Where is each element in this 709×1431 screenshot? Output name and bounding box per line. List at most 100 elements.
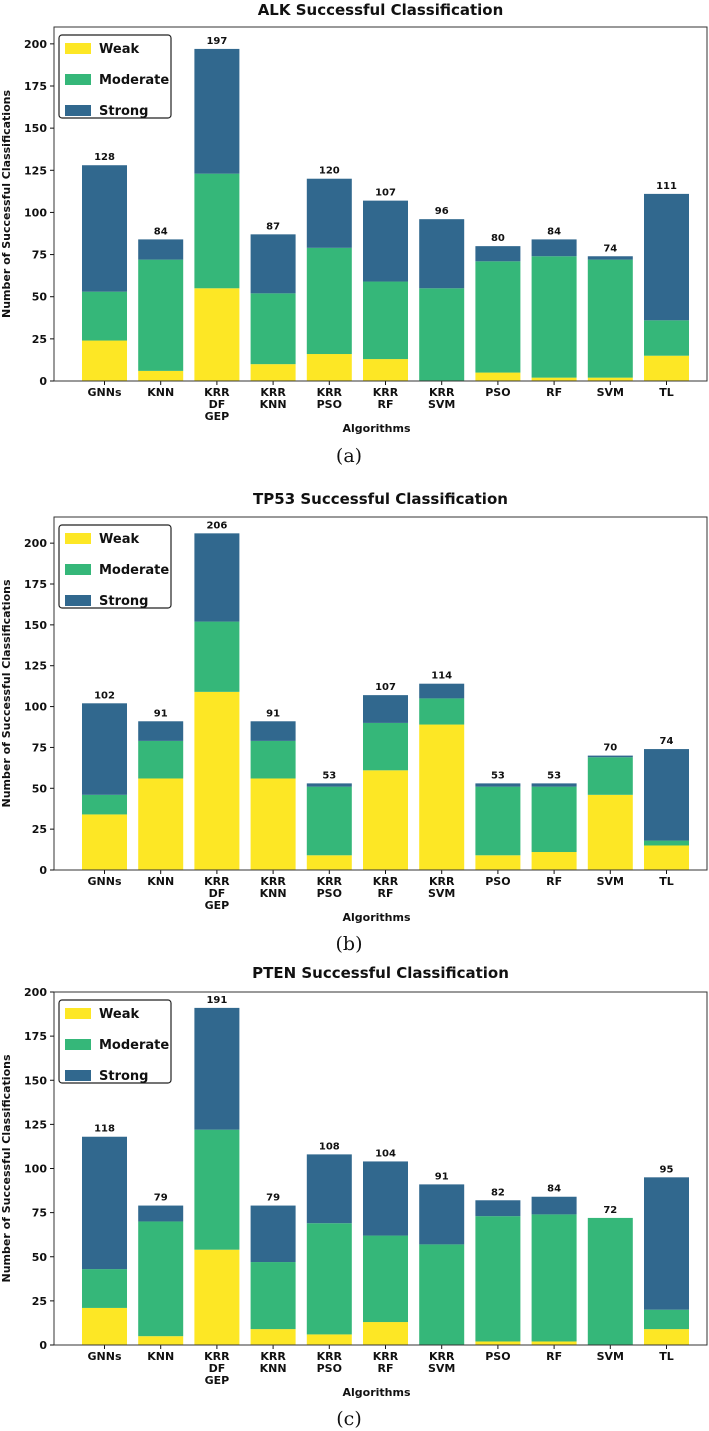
y-tick-label: 50 — [32, 1251, 48, 1264]
bar-weak-7 — [475, 372, 521, 381]
y-tick-label: 175 — [24, 80, 47, 93]
total-label: 197 — [206, 36, 227, 47]
bar-weak-1 — [138, 370, 184, 381]
chart-title: PTEN Successful Classification — [252, 964, 509, 982]
total-label: 120 — [319, 166, 340, 177]
total-label: 114 — [431, 671, 452, 682]
x-tick-label: KRR SVM — [428, 1350, 455, 1375]
bar-weak-4 — [306, 855, 352, 870]
total-label: 91 — [435, 1171, 449, 1182]
x-tick-label: KRR RF — [373, 386, 399, 411]
chart-tp53: TP53 Successful Classification 102 GNNs 91 K… — [0, 480, 709, 958]
bar-moderate-3 — [250, 293, 296, 365]
y-tick-label: 100 — [24, 1163, 47, 1176]
x-tick-label: TL — [659, 386, 674, 399]
x-tick-label: KNN — [147, 386, 174, 399]
x-axis-label: Algorithms — [342, 1386, 410, 1399]
total-label: 74 — [660, 736, 674, 747]
total-label: 102 — [94, 690, 115, 701]
x-tick-label: KRR PSO — [317, 1350, 343, 1375]
bar-strong-0 — [82, 1136, 127, 1270]
bar-strong-6 — [419, 683, 465, 699]
bar-moderate-6 — [419, 288, 465, 381]
y-tick-label: 200 — [24, 537, 47, 550]
x-axis-label: Algorithms — [342, 911, 410, 924]
bar-weak-4 — [306, 354, 352, 381]
bar-moderate-0 — [82, 291, 127, 341]
bar-strong-4 — [306, 783, 352, 787]
legend-label-strong: Strong — [99, 1069, 148, 1084]
x-tick-label: KRR DF GEP — [204, 1350, 230, 1387]
bar-moderate-7 — [475, 261, 521, 373]
y-tick-label: 50 — [32, 291, 48, 304]
bar-weak-3 — [250, 364, 296, 381]
y-tick-label: 0 — [39, 864, 47, 877]
bar-weak-0 — [82, 340, 127, 381]
bar-moderate-2 — [194, 1129, 240, 1250]
bar-weak-8 — [531, 852, 577, 870]
total-label: 74 — [603, 243, 617, 254]
bar-strong-0 — [82, 165, 127, 292]
total-label: 118 — [94, 1124, 115, 1135]
y-tick-label: 100 — [24, 206, 47, 219]
chart-pten: PTEN Successful Classification 118 GNNs 79 K… — [0, 960, 709, 1431]
bar-moderate-10 — [644, 320, 689, 356]
bar-moderate-1 — [138, 740, 184, 779]
total-label: 84 — [154, 226, 168, 237]
x-tick-label: KNN — [147, 1350, 174, 1363]
bar-strong-1 — [138, 721, 184, 741]
bar-weak-10 — [644, 1329, 689, 1345]
bar-weak-0 — [82, 814, 127, 870]
y-tick-label: 0 — [39, 1339, 47, 1352]
total-label: 84 — [547, 1184, 561, 1195]
x-tick-label: TL — [659, 1350, 674, 1363]
total-label: 104 — [375, 1148, 396, 1159]
bar-strong-1 — [138, 1205, 184, 1222]
y-tick-label: 50 — [32, 782, 48, 795]
bar-strong-2 — [194, 48, 240, 174]
y-tick-label: 200 — [24, 38, 47, 51]
bar-strong-9 — [587, 755, 633, 758]
bar-strong-8 — [531, 783, 577, 787]
bar-moderate-1 — [138, 259, 184, 371]
bar-moderate-5 — [363, 1235, 408, 1323]
legend-box — [58, 34, 172, 119]
bar-weak-10 — [644, 845, 689, 870]
bar-weak-7 — [475, 1341, 521, 1345]
bar-moderate-0 — [82, 794, 127, 815]
bar-strong-7 — [475, 1200, 521, 1217]
y-tick-label: 125 — [24, 164, 47, 177]
bar-strong-8 — [531, 239, 577, 257]
bar-strong-6 — [419, 219, 465, 289]
x-tick-label: RF — [546, 1350, 562, 1363]
x-tick-label: KRR KNN — [260, 386, 287, 411]
total-label: 53 — [491, 770, 505, 781]
legend-label-weak: Weak — [99, 42, 139, 57]
total-label: 107 — [375, 188, 396, 199]
y-tick-label: 75 — [32, 249, 47, 262]
bar-weak-7 — [475, 855, 521, 870]
bar-moderate-7 — [475, 1216, 521, 1342]
bar-strong-7 — [475, 783, 521, 787]
y-tick-label: 100 — [24, 701, 47, 714]
bar-weak-0 — [82, 1307, 127, 1345]
legend-swatch-weak — [65, 1008, 91, 1019]
y-tick-label: 200 — [24, 986, 47, 999]
total-label: 72 — [603, 1205, 617, 1216]
bar-strong-0 — [82, 703, 127, 795]
total-label: 95 — [660, 1164, 674, 1175]
bar-strong-5 — [363, 695, 408, 723]
bar-strong-4 — [306, 178, 352, 248]
y-axis-label: Number of Successful Classifications — [0, 90, 13, 318]
total-label: 191 — [206, 995, 227, 1006]
total-label: 87 — [266, 221, 280, 232]
bar-moderate-4 — [306, 786, 352, 856]
bar-moderate-9 — [587, 757, 633, 795]
bar-weak-3 — [250, 1329, 296, 1345]
legend-swatch-weak — [65, 533, 91, 544]
legend-box — [58, 524, 172, 609]
total-label: 80 — [491, 233, 505, 244]
y-tick-label: 25 — [32, 1295, 47, 1308]
bar-moderate-6 — [419, 698, 465, 725]
x-tick-label: GNNs — [88, 1350, 122, 1363]
